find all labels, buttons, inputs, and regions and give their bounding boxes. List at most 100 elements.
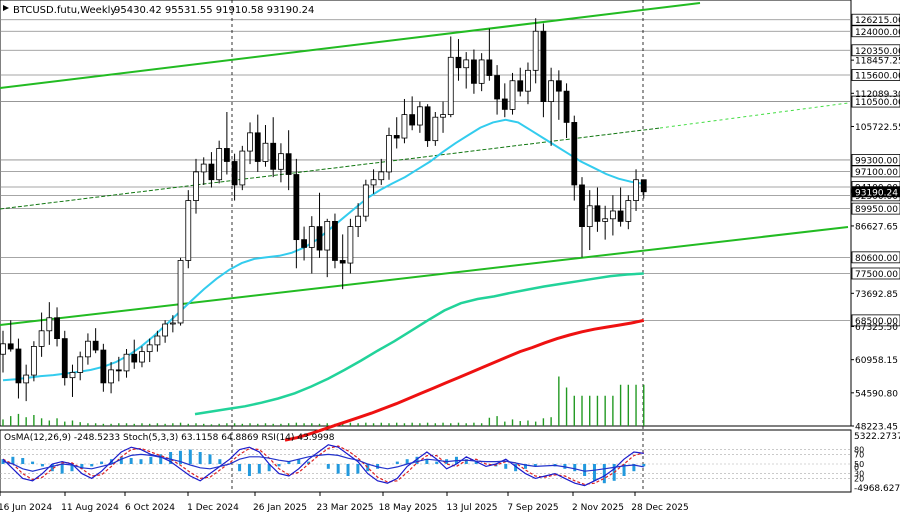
candle-body	[185, 200, 192, 261]
candle-body	[231, 161, 238, 186]
candle-body	[409, 114, 416, 126]
candle-body	[602, 218, 609, 222]
candle-body	[540, 30, 547, 102]
candle-body	[254, 132, 261, 162]
candle-body	[85, 340, 91, 358]
candle-body	[293, 174, 300, 241]
current-price-label: 93190.24	[855, 188, 898, 198]
candle-body	[46, 317, 53, 332]
candle-body	[579, 184, 585, 228]
price-tick-label: 73692.85	[855, 290, 898, 300]
candle-body	[478, 59, 485, 84]
candle-body	[100, 349, 107, 384]
price-tick-label: 60958.15	[855, 356, 898, 366]
candle-body	[131, 353, 138, 363]
candle-body	[216, 148, 223, 181]
candle-body	[609, 210, 616, 220]
chart-header: BTCUSD.futu,Weekly 95430.42 95531.55 919…	[3, 5, 314, 16]
candle-body	[509, 80, 516, 110]
candle-body	[617, 210, 624, 222]
candle-body	[386, 135, 392, 173]
level-label: 77500.00	[855, 270, 898, 280]
candle-body	[355, 215, 362, 228]
candle-body	[301, 239, 307, 248]
level-label: 115600.00	[855, 72, 900, 82]
current-price-box	[852, 186, 900, 198]
level-box	[851, 251, 900, 264]
price-tick-label: 105722.55	[855, 123, 900, 133]
level-box	[851, 25, 900, 38]
candle-body	[61, 338, 68, 379]
candle-body	[339, 260, 346, 264]
price-panel-frame	[0, 0, 852, 427]
candle-body	[92, 340, 99, 351]
rsi-line	[2, 453, 644, 472]
level-label: 97100.00	[855, 168, 898, 178]
stoch-signal-line	[2, 445, 644, 486]
candle-body	[123, 353, 130, 372]
x-axis-label: 18 May 2025	[379, 503, 438, 513]
candle-body	[77, 356, 84, 373]
candle-body	[316, 226, 323, 251]
candle-body	[200, 163, 207, 173]
candle-body	[625, 200, 632, 222]
x-axis-label: 7 Sep 2025	[507, 503, 558, 513]
candle-body	[416, 106, 423, 126]
x-axis-label: 28 Dec 2025	[631, 503, 689, 513]
x-axis-label: 2 Nov 2025	[572, 503, 624, 513]
candle-body	[247, 132, 253, 152]
candle-body	[193, 171, 199, 201]
level-box	[851, 267, 900, 280]
candle-body	[278, 153, 284, 170]
candle-body	[69, 372, 76, 379]
candle-body	[7, 343, 14, 350]
candle-body	[15, 348, 22, 384]
level-box	[851, 95, 900, 108]
indicator-scale-label: 50	[854, 460, 864, 469]
price-tick-label: 54590.80	[855, 389, 898, 399]
candle-body	[401, 114, 408, 139]
level-box	[851, 165, 900, 178]
symbol-label: BTCUSD.futu,Weekly	[13, 5, 116, 16]
candle-body	[177, 260, 184, 324]
stoch-line	[2, 444, 644, 487]
level-box	[851, 154, 900, 166]
price-tick-label: 48223.45	[855, 423, 898, 433]
candle-body	[555, 80, 562, 92]
candle-body	[455, 56, 462, 69]
candle-body	[378, 171, 385, 181]
candle-body	[262, 142, 269, 162]
candle-body	[324, 220, 331, 251]
candle-body	[154, 335, 161, 346]
indicator-scale-bottom: -4968.6279	[854, 484, 900, 494]
candle-body	[239, 150, 246, 186]
candle-body	[447, 56, 454, 116]
indicator-scale-top: 5322.2737	[854, 432, 900, 442]
ohlc-values: 95430.42 95531.55 91910.58 93190.24	[114, 5, 314, 16]
candle-body	[393, 135, 400, 139]
candle-body	[424, 106, 431, 142]
grid-layer	[0, 0, 852, 493]
collapse-arrow-icon[interactable]	[3, 5, 9, 11]
candle-body	[362, 184, 369, 217]
candle-body	[146, 344, 153, 353]
level-label: 110500.00	[855, 98, 900, 108]
candle-body	[115, 369, 122, 372]
candle-body	[223, 148, 230, 162]
candle-body	[517, 80, 524, 92]
price-tick-label: 86627.65	[855, 222, 898, 232]
candle-body	[139, 351, 145, 363]
indicator-panel-frame	[0, 429, 852, 493]
moving-averages	[2, 118, 645, 442]
candles	[0, 18, 647, 402]
x-axis-label: 23 Mar 2025	[316, 503, 373, 513]
channel-upper-line	[0, 2, 701, 89]
indicator-scale-label: 20	[854, 474, 864, 483]
axes: 126215.00 124000.00 120350.00 115600.00 1105…	[0, 13, 900, 513]
ma-slow-line	[284, 318, 645, 442]
candle-body	[594, 205, 601, 222]
price-tick-label: 67325.50	[855, 323, 898, 333]
level-box	[851, 13, 900, 26]
